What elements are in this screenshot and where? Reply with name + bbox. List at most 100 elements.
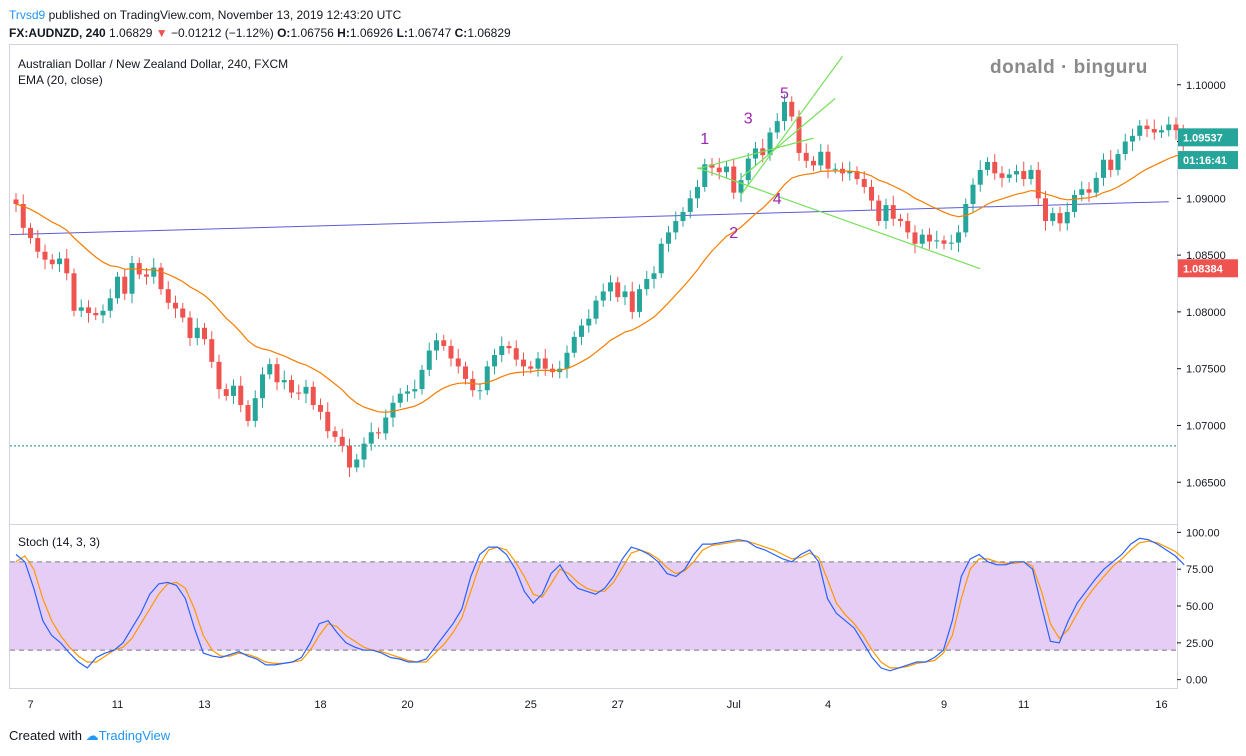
candle-body [1064, 211, 1070, 224]
candle-body [267, 364, 273, 375]
candle-body [571, 336, 577, 353]
candle-body [992, 161, 998, 174]
open-label: O: [277, 26, 291, 40]
candle-body [13, 199, 19, 204]
candle-body [854, 171, 860, 180]
candle-body [1043, 198, 1048, 222]
candle-body [811, 160, 816, 166]
stoch-tick-label: 25.00 [1186, 638, 1214, 650]
candle-body [42, 251, 48, 260]
candle-body [1166, 124, 1172, 131]
candle-body [789, 101, 795, 117]
candle-body [419, 369, 425, 390]
author-link[interactable]: Trvsd9 [9, 8, 46, 22]
candle-body [956, 232, 961, 243]
symbol-interval: FX:AUDNZD, 240 [9, 26, 106, 40]
candle-body [1035, 169, 1041, 199]
wedge-line [697, 137, 814, 170]
wedge-line [697, 167, 981, 270]
price-tick-label: 1.08000 [1186, 307, 1226, 319]
wedge-line [740, 56, 843, 196]
tradingview-logo-icon: ☁ [85, 728, 99, 743]
candle-body [470, 378, 476, 391]
candle-body [115, 276, 120, 299]
candle-body [629, 291, 635, 312]
candle-body [180, 308, 186, 318]
price-tick-label: 1.06500 [1186, 477, 1226, 489]
time-tick-label: 11 [112, 699, 123, 711]
candle-body [586, 318, 592, 326]
candle-body [600, 291, 606, 301]
candle-body [107, 298, 113, 311]
candle-body [716, 167, 722, 173]
candle-body [963, 204, 969, 233]
candle-body [383, 417, 389, 434]
candle-body [927, 234, 932, 242]
candle-body [223, 389, 229, 396]
price-tick-label: 1.07000 [1186, 420, 1226, 432]
wave-label: 3 [744, 110, 753, 127]
candle-body [883, 205, 889, 222]
candle-body [1101, 159, 1106, 178]
candle-body [593, 300, 599, 319]
candle-body [434, 340, 439, 351]
candle-body [876, 200, 882, 222]
candle-body [999, 173, 1005, 178]
tradingview-brand[interactable]: TradingView [98, 728, 171, 743]
candle-body [1079, 189, 1085, 195]
candle-body [49, 259, 55, 265]
stoch-tick-label: 50.00 [1186, 601, 1214, 613]
price-tag-label: 1.09537 [1183, 132, 1223, 144]
candle-body [100, 310, 106, 316]
candle-body [1021, 171, 1027, 180]
candle-body [448, 345, 454, 359]
candle-body [651, 273, 657, 279]
candle-body [165, 289, 171, 303]
candle-body [1144, 125, 1150, 130]
candle-body [484, 366, 490, 391]
candle-body [455, 358, 461, 367]
time-tick-label: 4 [825, 699, 831, 711]
candle-body [919, 234, 925, 244]
candle-body [274, 364, 280, 383]
candle-body [832, 168, 838, 170]
candle-body [426, 350, 432, 370]
publish-text: published on TradingView.com, November 1… [48, 8, 402, 22]
low-label: L: [396, 26, 408, 40]
candle-body [78, 307, 84, 311]
candle-body [231, 385, 236, 396]
candle-body [1093, 177, 1099, 193]
candle-body [564, 352, 570, 369]
candle-body [28, 227, 33, 239]
candle-body [985, 161, 990, 170]
candle-body [724, 166, 729, 173]
price-scale[interactable] [1177, 44, 1240, 688]
wedge-line [740, 97, 836, 179]
candle-body [122, 276, 128, 294]
candle-body [151, 267, 157, 277]
candle-body [1159, 130, 1164, 133]
candle-body [1072, 194, 1077, 212]
candle-body [296, 392, 302, 394]
candle-body [948, 242, 954, 244]
price-tick-label: 1.07500 [1186, 364, 1226, 376]
candle-body [187, 317, 193, 339]
candle-body [506, 345, 512, 349]
candle-body [1173, 124, 1179, 131]
candle-body [361, 443, 367, 460]
candle-body [1050, 213, 1056, 222]
close-label: C: [454, 26, 468, 40]
author-watermark: donald · binguru [990, 57, 1148, 78]
candle-body [194, 327, 200, 339]
down-arrow-icon: ▼ [155, 26, 168, 40]
candle-body [535, 358, 541, 369]
footer: Created with ☁TradingView [9, 728, 170, 744]
candle-body [354, 459, 360, 468]
price-pane[interactable] [9, 44, 1178, 525]
candle-body [325, 411, 331, 432]
candle-body [658, 243, 664, 274]
time-scale[interactable] [9, 688, 1177, 713]
candle-body [93, 313, 99, 316]
candle-body [622, 291, 628, 298]
wave-label: 4 [773, 191, 782, 208]
